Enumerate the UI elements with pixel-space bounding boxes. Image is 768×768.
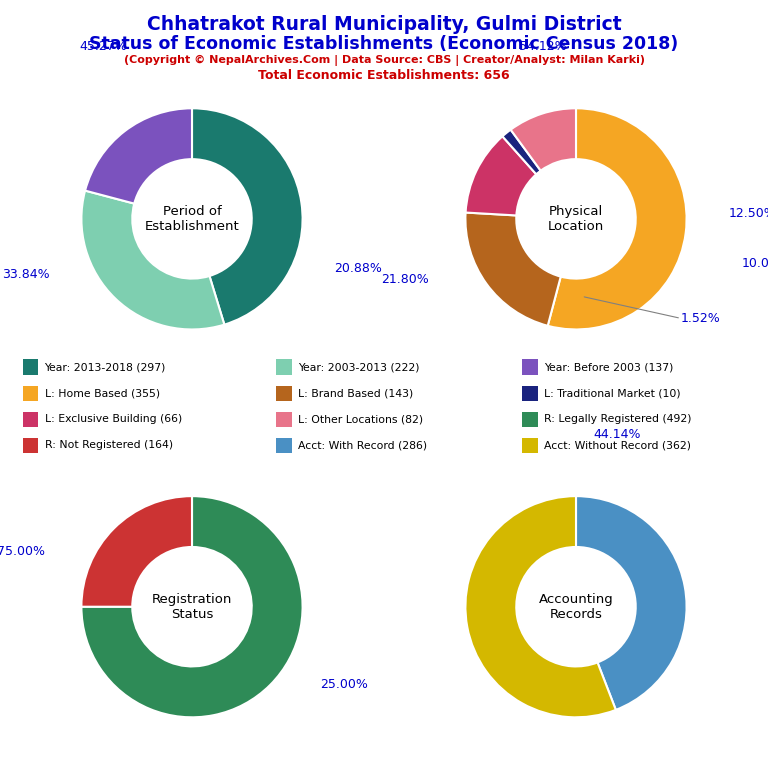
Text: Period of
Establishment: Period of Establishment	[144, 205, 240, 233]
Text: Accounting
Records: Accounting Records	[538, 593, 614, 621]
Text: 54.12%: 54.12%	[519, 40, 567, 53]
Wedge shape	[502, 130, 541, 174]
Text: R: Legally Registered (492): R: Legally Registered (492)	[544, 414, 691, 425]
Text: 10.06%: 10.06%	[742, 257, 768, 270]
Wedge shape	[576, 496, 687, 710]
Text: 1.52%: 1.52%	[681, 312, 721, 325]
Wedge shape	[548, 108, 687, 329]
Text: Chhatrakot Rural Municipality, Gulmi District: Chhatrakot Rural Municipality, Gulmi Dis…	[147, 15, 621, 35]
Text: 44.14%: 44.14%	[594, 428, 641, 441]
Text: L: Traditional Market (10): L: Traditional Market (10)	[544, 388, 680, 399]
Wedge shape	[81, 496, 303, 717]
Text: L: Home Based (355): L: Home Based (355)	[45, 388, 160, 399]
Text: Total Economic Establishments: 656: Total Economic Establishments: 656	[258, 69, 510, 82]
Text: 25.00%: 25.00%	[320, 677, 368, 690]
Wedge shape	[192, 108, 303, 325]
Text: 20.88%: 20.88%	[334, 262, 382, 275]
Text: 75.00%: 75.00%	[0, 545, 45, 558]
Text: Physical
Location: Physical Location	[548, 205, 604, 233]
Text: Status of Economic Establishments (Economic Census 2018): Status of Economic Establishments (Econo…	[89, 35, 679, 52]
Wedge shape	[465, 213, 561, 326]
Wedge shape	[465, 496, 616, 717]
Text: Acct: With Record (286): Acct: With Record (286)	[298, 440, 427, 451]
Text: Year: 2003-2013 (222): Year: 2003-2013 (222)	[298, 362, 419, 372]
Text: Acct: Without Record (362): Acct: Without Record (362)	[544, 440, 690, 451]
Text: L: Exclusive Building (66): L: Exclusive Building (66)	[45, 414, 182, 425]
Text: 12.50%: 12.50%	[729, 207, 768, 220]
Wedge shape	[85, 108, 192, 204]
Text: 45.27%: 45.27%	[80, 40, 127, 53]
Text: L: Other Locations (82): L: Other Locations (82)	[298, 414, 423, 425]
Wedge shape	[81, 496, 192, 607]
Text: Year: 2013-2018 (297): Year: 2013-2018 (297)	[45, 362, 166, 372]
Text: (Copyright © NepalArchives.Com | Data Source: CBS | Creator/Analyst: Milan Karki: (Copyright © NepalArchives.Com | Data So…	[124, 55, 644, 66]
Wedge shape	[465, 136, 536, 216]
Wedge shape	[81, 190, 224, 329]
Text: 33.84%: 33.84%	[2, 268, 50, 280]
Text: Registration
Status: Registration Status	[152, 593, 232, 621]
Wedge shape	[511, 108, 576, 170]
Text: Year: Before 2003 (137): Year: Before 2003 (137)	[544, 362, 673, 372]
Text: L: Brand Based (143): L: Brand Based (143)	[298, 388, 413, 399]
Text: 21.80%: 21.80%	[381, 273, 429, 286]
Text: R: Not Registered (164): R: Not Registered (164)	[45, 440, 173, 451]
